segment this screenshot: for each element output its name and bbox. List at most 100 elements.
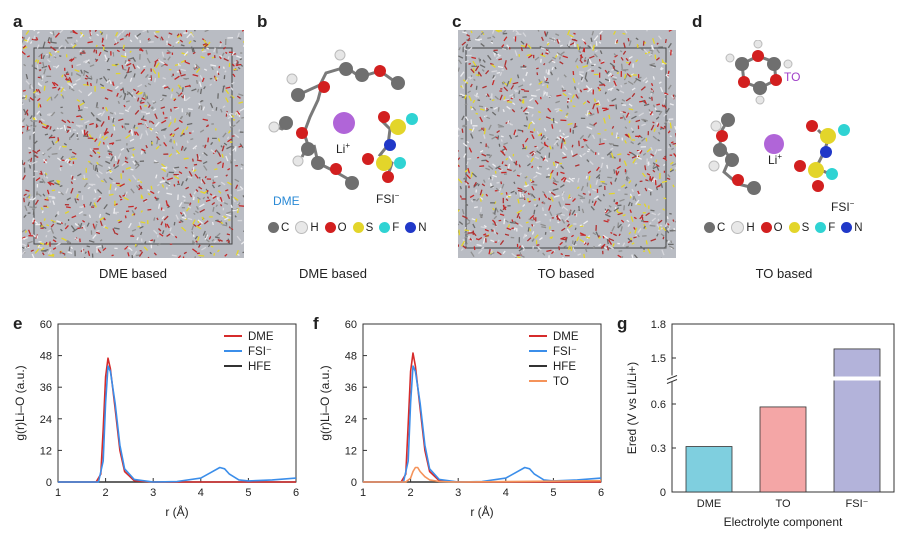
molecule-stick — [192, 145, 198, 150]
molecule-stick — [103, 131, 109, 134]
molecule-stick — [610, 147, 614, 151]
molecule-stick — [624, 139, 627, 144]
molecule-stick — [568, 224, 573, 229]
molecule-stick — [229, 121, 232, 127]
molecule-stick — [671, 163, 676, 167]
oxygen-atom — [378, 111, 390, 123]
molecule-stick — [193, 30, 196, 32]
molecule-stick — [499, 240, 505, 246]
molecule-stick — [108, 177, 113, 181]
molecule-stick — [27, 161, 32, 166]
molecule-stick — [624, 82, 627, 85]
molecule-stick — [194, 235, 198, 240]
molecule-stick — [585, 236, 591, 239]
molecule-stick — [642, 77, 648, 82]
molecule-stick — [531, 231, 535, 235]
molecule-stick — [461, 208, 465, 215]
molecule-stick — [114, 111, 117, 115]
molecule-stick — [571, 144, 574, 148]
molecule-stick — [563, 145, 568, 151]
molecule-stick — [76, 193, 79, 199]
molecule-stick — [600, 162, 604, 169]
molecule-stick — [211, 109, 214, 112]
molecule-stick — [516, 174, 521, 177]
molecule-stick — [563, 206, 569, 211]
molecule-stick — [632, 158, 637, 164]
molecule-stick — [70, 30, 73, 33]
li-ion-label-d: Li+ — [768, 152, 782, 167]
molecule-stick — [470, 199, 474, 203]
molecule-stick — [525, 111, 530, 114]
molecule-stick — [50, 223, 55, 228]
molecule-stick — [46, 242, 50, 246]
molecule-stick — [22, 50, 26, 55]
molecule-stick — [463, 30, 467, 33]
sulfur-atom — [376, 155, 392, 171]
molecule-stick — [556, 94, 562, 97]
molecule-stick — [559, 44, 563, 47]
molecule-stick — [460, 93, 465, 97]
molecule-stick — [580, 76, 583, 81]
molecule-stick — [662, 208, 666, 211]
molecule-stick — [123, 125, 127, 130]
molecule-stick — [107, 89, 113, 92]
molecule-stick — [147, 256, 150, 258]
molecule-stick — [529, 192, 533, 197]
molecule-stick — [226, 136, 230, 140]
molecule-stick — [657, 138, 660, 142]
molecule-stick — [571, 94, 575, 99]
molecule-stick — [654, 54, 657, 60]
bar-to — [759, 406, 807, 493]
molecule-stick — [660, 86, 664, 93]
atom-color-dot — [760, 222, 772, 233]
molecule-stick — [71, 121, 74, 124]
molecule-stick — [225, 86, 231, 89]
molecule-stick — [232, 208, 239, 212]
molecule-stick — [556, 38, 560, 44]
molecule-stick — [183, 251, 187, 255]
molecule-stick — [193, 212, 196, 216]
molecule-stick — [531, 238, 535, 243]
molecule-stick — [104, 54, 108, 60]
molecule-stick — [531, 120, 535, 125]
molecule-stick — [662, 227, 667, 232]
molecule-stick — [502, 109, 505, 113]
molecule-stick — [524, 190, 528, 194]
molecule-stick — [74, 222, 78, 226]
molecule-stick — [68, 157, 73, 161]
molecule-stick — [515, 160, 518, 166]
molecule-stick — [42, 193, 46, 197]
molecule-stick — [643, 48, 649, 54]
molecule-stick — [142, 30, 147, 33]
molecule-stick — [74, 237, 79, 241]
atom-color-dot — [352, 222, 364, 233]
molecule-stick — [553, 140, 559, 146]
molecule-stick — [538, 146, 544, 152]
molecule-stick — [99, 239, 103, 242]
molecule-stick — [500, 150, 504, 154]
molecule-stick — [117, 153, 122, 159]
hydrogen-atom — [710, 120, 722, 132]
molecule-stick — [160, 221, 164, 226]
molecule-stick — [600, 244, 605, 250]
molecule-stick — [585, 143, 590, 150]
molecule-stick — [68, 246, 71, 252]
molecule-stick — [77, 105, 81, 110]
molecule-stick — [606, 151, 613, 156]
dme-solvation-structure — [268, 49, 418, 190]
molecule-stick — [650, 64, 656, 68]
molecule-stick — [145, 130, 149, 136]
molecule-stick — [193, 67, 199, 70]
molecule-stick — [562, 132, 565, 136]
molecule-stick — [227, 130, 231, 134]
molecule-stick — [34, 59, 38, 63]
molecule-stick — [591, 30, 594, 36]
molecule-stick — [527, 105, 534, 109]
molecule-stick — [227, 193, 231, 200]
atom-legend-item: O — [324, 222, 347, 234]
molecule-stick — [118, 220, 123, 224]
molecule-stick — [492, 75, 497, 81]
molecule-stick — [52, 235, 57, 240]
molecule-stick — [586, 126, 593, 130]
